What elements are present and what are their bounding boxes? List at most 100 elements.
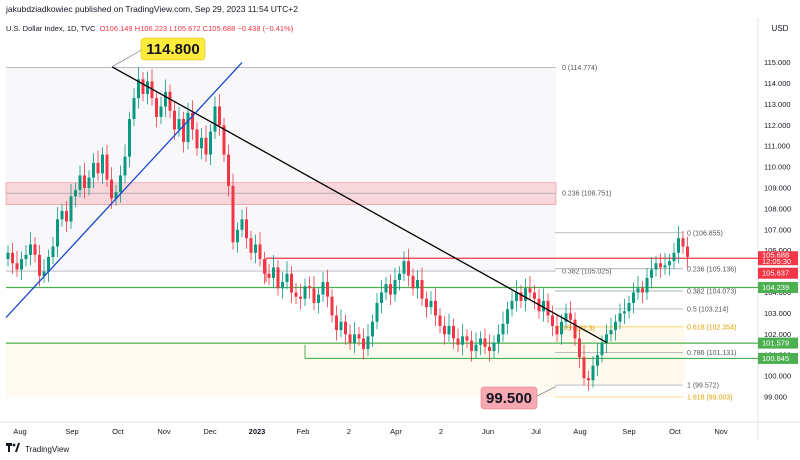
candle <box>218 94 221 136</box>
candle-body <box>510 300 514 310</box>
x-tick-label: Jun <box>482 427 494 436</box>
candle <box>74 182 77 207</box>
candle-body <box>155 98 158 117</box>
candle <box>641 281 644 303</box>
symbol-legend: U.S. Dollar Index, 1D, TVC O106.149 H106… <box>6 24 293 33</box>
candle <box>69 184 73 229</box>
x-tick-label: 2 <box>439 427 443 436</box>
candle <box>132 88 136 127</box>
ohlc-low: L105.672 <box>169 24 201 33</box>
candle-body <box>569 313 572 320</box>
trendline-descending <box>111 66 608 344</box>
fib-overlap-label: 0.5 (102.3) <box>561 326 595 333</box>
fib-label: 1 (99.572) <box>687 383 719 390</box>
candle-body <box>573 319 577 339</box>
candle <box>681 230 685 254</box>
candle-body <box>560 321 563 335</box>
candle-body <box>470 340 473 352</box>
callout-label-low: 99.500 <box>486 390 532 407</box>
candle-body <box>24 254 28 260</box>
candle-body <box>141 79 145 94</box>
candle <box>38 245 41 287</box>
candle <box>308 276 311 299</box>
candle <box>177 106 181 137</box>
candle <box>182 111 185 153</box>
candle <box>470 330 473 362</box>
candle-body <box>335 315 338 331</box>
candle-body <box>231 185 235 243</box>
candle <box>348 324 352 350</box>
y-tick-label: 106.000 <box>764 246 791 255</box>
candle-body <box>114 192 118 199</box>
candle <box>492 335 496 359</box>
candle-body <box>132 98 136 120</box>
candle <box>380 280 383 314</box>
trendline-ascending <box>5 62 243 319</box>
fib-label: 0 (114.774) <box>562 65 597 72</box>
x-tick-label: Sep <box>65 427 78 436</box>
candle <box>645 268 649 300</box>
candle <box>191 100 194 140</box>
symbol-name[interactable]: U.S. Dollar Index, 1D, TVC <box>6 24 96 33</box>
price-tag <box>758 337 798 349</box>
candle <box>20 251 23 280</box>
candle-body <box>285 273 289 283</box>
candle <box>272 255 275 289</box>
fib-lower: 0 (106.855) 0.236 (105.136) 0.382 (104.073… <box>555 230 736 401</box>
candle-body <box>92 162 95 178</box>
publisher-text: jakubdziadkowiec published on TradingVie… <box>6 4 298 14</box>
price-chart[interactable]: 99.000100.000101.000102.000103.000104.00… <box>0 0 800 440</box>
candle <box>15 250 19 277</box>
candle <box>663 252 667 275</box>
candle <box>344 314 347 345</box>
resistance-zone <box>5 182 557 205</box>
candle-body <box>515 292 518 301</box>
candle <box>249 230 253 261</box>
candle <box>425 291 428 318</box>
candle-body <box>492 342 496 352</box>
y-tick-label: 100.000 <box>764 372 791 381</box>
footer-brand[interactable]: TradingView <box>25 445 70 455</box>
candle-body <box>83 175 86 188</box>
candle <box>366 324 370 357</box>
candle <box>78 165 82 198</box>
candle-body <box>605 334 608 343</box>
candle-body <box>456 338 460 345</box>
candle-body <box>312 288 316 303</box>
x-tick-label: Sep <box>622 427 635 436</box>
candle-body <box>213 106 217 132</box>
candle <box>533 285 536 310</box>
candle <box>87 170 91 196</box>
candle <box>605 324 608 354</box>
candle <box>627 295 631 319</box>
currency-label[interactable]: USD <box>771 24 789 33</box>
candle-body <box>272 267 275 278</box>
candle <box>123 144 127 183</box>
candle <box>114 184 118 206</box>
candle <box>411 268 415 296</box>
fib-label: 0.618 (102.354) <box>687 324 736 331</box>
candle-body <box>672 252 676 262</box>
candle-body <box>596 355 599 366</box>
fib-label: 0.786 (101.131) <box>687 350 736 357</box>
candle-body <box>123 156 127 176</box>
fib-lower-band <box>555 326 685 386</box>
candle-body <box>416 279 419 289</box>
price-tag <box>758 267 798 279</box>
candle-body <box>209 131 212 155</box>
candle <box>587 370 590 391</box>
tradingview-logo-icon[interactable] <box>6 440 20 460</box>
candle <box>200 128 203 159</box>
candle-body <box>159 106 163 117</box>
candle-body <box>654 263 658 270</box>
fib-upper-band <box>6 67 556 272</box>
fib-label: 1.618 (99.003) <box>687 394 733 401</box>
candle <box>128 111 131 168</box>
y-tick-label: 110.000 <box>764 163 791 172</box>
candle-body <box>443 325 446 335</box>
candle <box>632 282 635 314</box>
candle <box>591 355 595 388</box>
candle-body <box>555 325 559 335</box>
candle-body <box>236 229 239 243</box>
y-tick-label: 111.000 <box>764 142 790 151</box>
